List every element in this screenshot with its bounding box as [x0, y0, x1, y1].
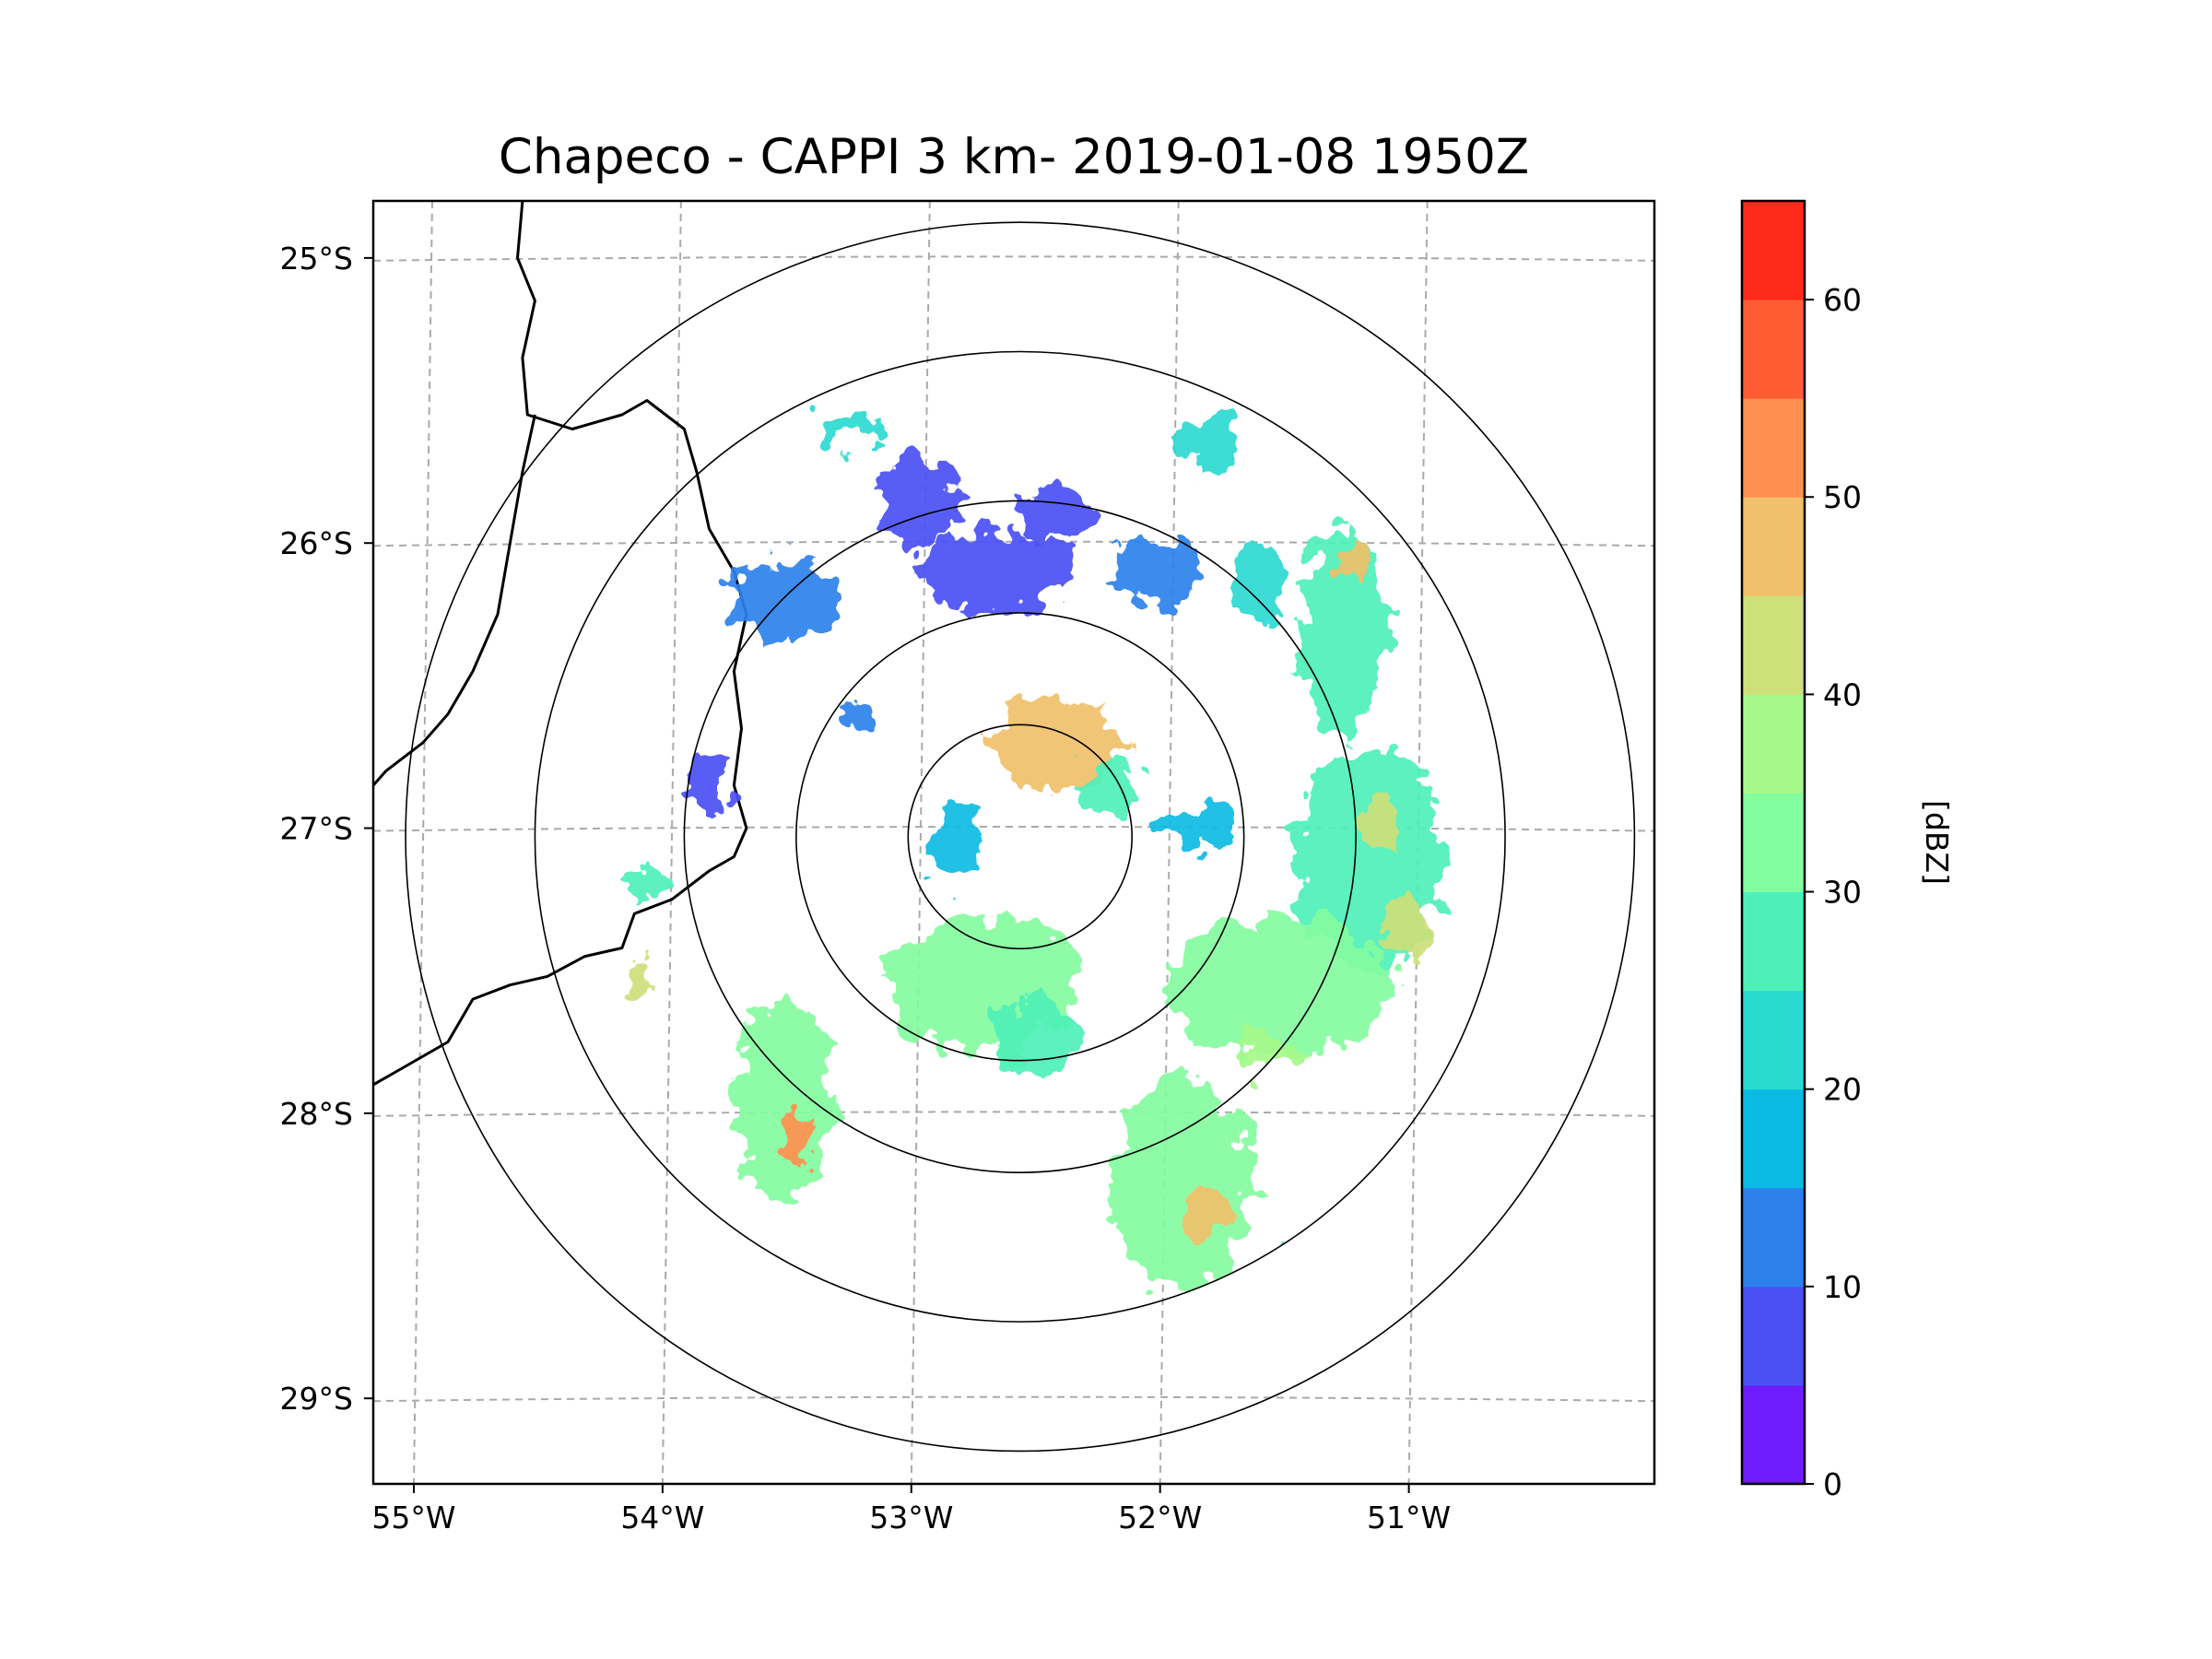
gridline-lat — [373, 255, 1654, 262]
colorbar-segment — [1742, 1286, 1805, 1386]
colorbar-segment — [1742, 300, 1805, 399]
echo-cell — [1019, 486, 1095, 544]
echo-cell — [617, 968, 653, 1003]
colorbar-segment — [1742, 497, 1805, 596]
y-axis: 25°S 26°S 27°S 28°S 29°S — [280, 241, 373, 1417]
echo-cell — [631, 867, 663, 902]
country-borders — [373, 201, 748, 1087]
plot-frame — [371, 199, 1656, 1486]
colorbar-tick-label: 20 — [1823, 1072, 1862, 1108]
colorbar-segment — [1742, 694, 1805, 794]
echo-cell — [1112, 537, 1202, 606]
echo-cell — [1077, 759, 1137, 811]
range-ring — [405, 221, 1636, 1453]
x-tick-label: 54°W — [620, 1500, 704, 1535]
range-rings — [405, 221, 1636, 1453]
colorbar-tick-label: 50 — [1823, 479, 1862, 515]
echo-cell — [734, 999, 834, 1199]
y-tick-label: 26°S — [280, 525, 353, 561]
echo-cell — [688, 751, 729, 820]
echo-cell — [1299, 528, 1389, 729]
echo-cell — [1340, 537, 1371, 578]
gridlines — [373, 201, 1654, 1484]
reflectivity-layer — [617, 415, 1443, 1293]
range-ring — [907, 724, 1134, 950]
colorbar-segment — [1742, 201, 1805, 300]
colorbar-segment — [1742, 1187, 1805, 1288]
y-tick-label: 27°S — [280, 811, 353, 847]
chart-title: Chapeco - CAPPI 3 km- 2019-01-08 1950Z — [499, 129, 1529, 185]
border-line — [373, 201, 748, 1087]
border-line — [373, 414, 536, 787]
y-tick-label: 25°S — [280, 241, 353, 276]
echo-cell — [728, 557, 839, 643]
colorbar-segment — [1742, 398, 1805, 498]
gridline-lat — [373, 1111, 1654, 1117]
echo-cell — [1239, 1030, 1300, 1071]
echo-cell — [933, 799, 983, 886]
plot-background — [373, 201, 1654, 1484]
x-tick-label: 51°W — [1367, 1500, 1451, 1535]
colorbar-tick-label: 30 — [1823, 875, 1862, 911]
echo-cell — [1157, 807, 1232, 849]
colorbar-segment — [1742, 990, 1805, 1090]
echo-cell — [1356, 805, 1406, 852]
echo-cell — [816, 415, 877, 443]
y-tick-label: 29°S — [280, 1381, 353, 1417]
x-axis: 55°W 54°W 53°W 52°W 51°W — [371, 1484, 1451, 1535]
colorbar-segment — [1742, 595, 1805, 695]
echo-cell — [1176, 415, 1237, 472]
echo-cell — [1231, 543, 1282, 629]
colorbar-tick-label: 60 — [1823, 282, 1862, 318]
colorbar-segment — [1742, 891, 1805, 992]
echo-cell — [843, 700, 874, 729]
colorbar-tick-label: 0 — [1823, 1466, 1842, 1502]
echo-cell — [1186, 1190, 1227, 1236]
gridline-lat — [373, 1395, 1654, 1403]
range-ring — [795, 612, 1245, 1062]
range-ring — [534, 350, 1506, 1323]
echo-cell — [1112, 1076, 1252, 1293]
echo-cell — [982, 999, 1083, 1068]
x-tick-label: 52°W — [1118, 1500, 1202, 1535]
echo-cell — [920, 528, 1070, 615]
echo-cell — [1169, 913, 1394, 1056]
gridline-lat — [373, 826, 1654, 832]
gridline-lat — [373, 540, 1654, 547]
colorbar-segment — [1742, 1088, 1805, 1189]
colorbar-segment — [1742, 793, 1805, 893]
echo-cell — [778, 1107, 814, 1165]
echo-cell — [1381, 899, 1431, 957]
colorbar-tick-label: 40 — [1823, 677, 1862, 712]
plot-area: 55°W 54°W 53°W 52°W 51°W 25°S 26°S 27°S 28°S 29°… — [280, 199, 1656, 1535]
colorbar-label: [dBZ] — [1919, 800, 1955, 885]
range-ring — [683, 500, 1357, 1173]
x-tick-label: 53°W — [869, 1500, 953, 1535]
colorbar: 0 10 20 30 40 50 60 [dBZ] — [1740, 199, 1955, 1502]
colorbar-segment — [1742, 1384, 1805, 1485]
echo-cell — [876, 457, 966, 544]
y-tick-label: 28°S — [280, 1096, 353, 1132]
colorbar-tick-label: 10 — [1823, 1269, 1862, 1305]
colorbar-frame — [1740, 199, 1806, 1486]
x-tick-label: 55°W — [371, 1500, 455, 1535]
